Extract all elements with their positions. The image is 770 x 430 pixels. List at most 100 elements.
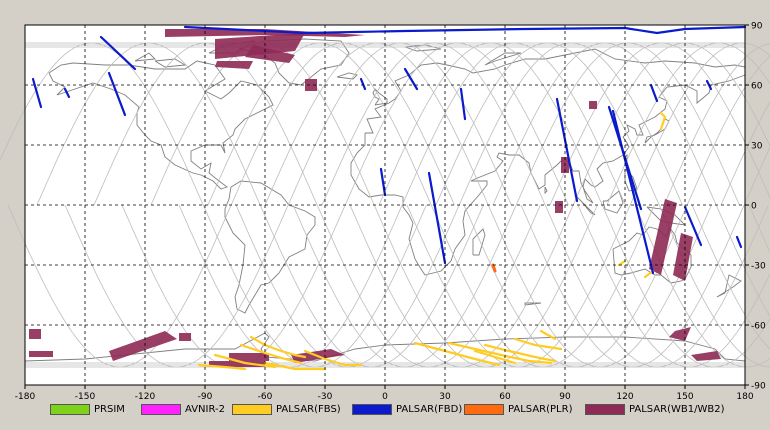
fbs-swath (473, 349, 517, 365)
fbd-swath (63, 87, 71, 99)
fbs-swath (263, 361, 327, 371)
coastline (336, 72, 358, 80)
y-tick-label: -30 (751, 262, 766, 272)
palsar-plr-coverage (491, 263, 497, 273)
coastline (350, 48, 746, 276)
wb-swath (305, 79, 317, 91)
legend-item-avnir2: AVNIR-2 (141, 401, 225, 417)
y-tick-label: -60 (751, 322, 766, 332)
orbit-track (606, 42, 770, 206)
y-tick-label: 90 (751, 22, 763, 32)
orbit-track (292, 42, 740, 368)
legend-swatch (464, 403, 504, 415)
fbs-swath (303, 349, 363, 367)
orbit-track (178, 42, 626, 368)
fbd-swath (611, 109, 655, 275)
x-tick-label: 90 (559, 392, 571, 402)
fbs-swath (413, 341, 501, 367)
plr-swath (491, 263, 497, 273)
fbd-swath (359, 77, 367, 91)
y-tick-label: 60 (751, 82, 763, 92)
legend-label: AVNIR-2 (185, 403, 225, 415)
orbit-track (691, 204, 770, 350)
orbit-track (321, 42, 769, 368)
fbs-swath (617, 259, 627, 267)
coastline (134, 52, 156, 62)
legend-label: PRSIM (94, 403, 125, 415)
wb-swath (215, 61, 253, 69)
coastline (612, 225, 692, 284)
fbs-swath (213, 353, 277, 369)
x-tick-label: -180 (15, 392, 36, 402)
y-tick-label: 0 (751, 202, 757, 212)
x-tick-label: 0 (382, 392, 388, 402)
fbd-swath (555, 97, 579, 203)
y-tick-label: -90 (751, 382, 766, 392)
coastline (238, 38, 350, 86)
x-tick-label: 180 (736, 392, 753, 402)
x-tick-label: 120 (616, 392, 633, 402)
coastline (524, 302, 542, 306)
x-tick-label: 60 (499, 392, 511, 402)
x-tick-label: -60 (258, 392, 273, 402)
legend-swatch (352, 403, 392, 415)
fbs-swath (249, 335, 307, 359)
wb-swath (109, 331, 177, 361)
legend-swatch (141, 403, 181, 415)
fbs-swath (539, 329, 557, 341)
legend-item-prism: PRSIM (50, 401, 125, 417)
x-tick-label: -120 (135, 392, 156, 402)
fbd-swath (459, 87, 467, 121)
orbit-track (406, 42, 770, 368)
wb-swath (29, 351, 53, 357)
fbd-swath (379, 167, 387, 197)
orbit-track (520, 146, 770, 368)
legend-label: PALSAR(FBS) (276, 403, 341, 415)
fbs-swath (447, 341, 553, 365)
legend-item-palsar-fbs: PALSAR(FBS) (232, 401, 341, 417)
legend-item-palsar-plr: PALSAR(PLR) (464, 401, 572, 417)
fbd-swath (427, 171, 447, 265)
legend-item-palsar-fbd: PALSAR(FBD) (352, 401, 462, 417)
wb-swath (649, 199, 677, 275)
orbit-track (207, 42, 655, 368)
fbd-swath (107, 71, 127, 117)
legend-label: PALSAR(WB1/WB2) (629, 403, 725, 415)
orbit-track (634, 204, 770, 368)
axis-ticks: -180 -150 -120 -90 -60 -30 0 30 60 90 120 150 180 90 6… (15, 22, 766, 403)
orbit-track (93, 42, 541, 368)
x-tick-label: 30 (439, 392, 451, 402)
coastline (154, 58, 187, 68)
wb-swath (215, 33, 305, 59)
x-tick-label: 150 (676, 392, 693, 402)
wb-swath (229, 353, 269, 361)
wb-swath (669, 327, 691, 341)
wb-swath (209, 361, 265, 367)
fbd-swath (735, 235, 743, 249)
legend-label: PALSAR(FBD) (396, 403, 463, 415)
fbd-swath (31, 77, 43, 109)
coastline (544, 186, 548, 195)
x-tick-label: -150 (75, 392, 96, 402)
fbd-swath (99, 35, 137, 71)
wb-swath (555, 201, 563, 213)
legend-swatch (50, 403, 90, 415)
wb-swath (29, 329, 41, 339)
legend-label: PALSAR(PLR) (508, 403, 573, 415)
fbs-swath (483, 343, 557, 363)
legend-swatch (585, 403, 625, 415)
wb-swath (179, 333, 191, 341)
legend-swatch (232, 403, 272, 415)
x-tick-label: -30 (318, 392, 333, 402)
coastline (602, 190, 624, 214)
fbd-swath (683, 205, 703, 247)
coastline (224, 180, 316, 314)
y-tick-label: 30 (751, 142, 763, 152)
palsar-fbs-coverage (197, 111, 667, 371)
fbs-swath (197, 363, 247, 371)
orbit-track (663, 43, 770, 206)
fbs-swath (513, 337, 563, 351)
fbs-swath (659, 111, 667, 131)
fbd-swath (403, 67, 419, 91)
coastline (48, 60, 274, 190)
